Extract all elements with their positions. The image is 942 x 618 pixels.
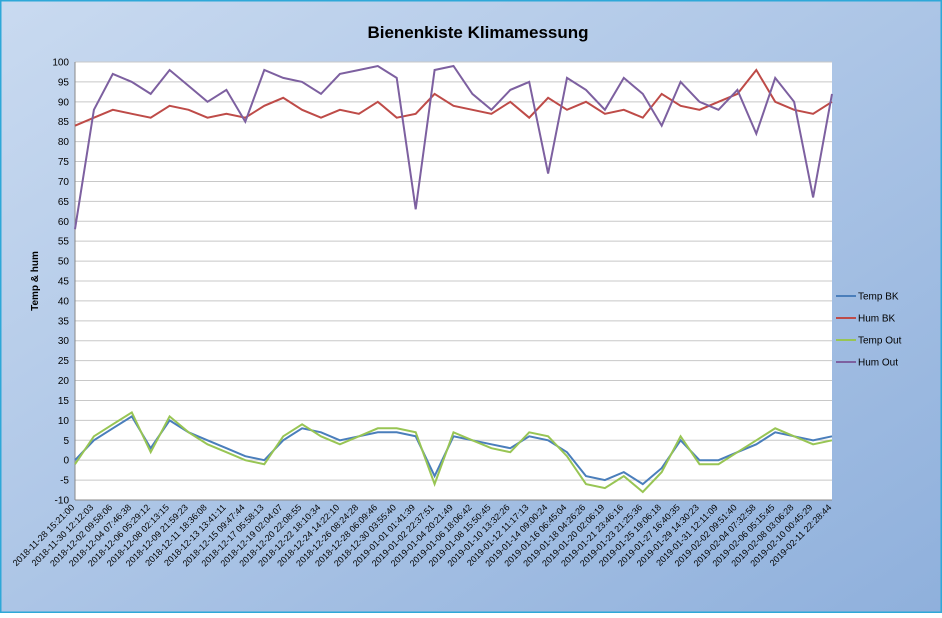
legend-label: Hum BK [858, 314, 896, 325]
y-tick-label: -5 [60, 476, 69, 487]
y-tick-label: 5 [63, 436, 69, 447]
y-tick-label: 15 [58, 396, 70, 407]
legend-label: Hum Out [858, 358, 898, 369]
legend-label: Temp BK [858, 292, 899, 303]
y-tick-label: 85 [58, 117, 70, 128]
y-tick-label: -10 [55, 496, 70, 507]
y-tick-label: 95 [58, 77, 70, 88]
y-tick-label: 70 [58, 177, 70, 188]
y-tick-label: 40 [58, 296, 70, 307]
y-tick-label: 50 [58, 257, 70, 268]
y-tick-label: 35 [58, 316, 70, 327]
y-tick-label: 65 [58, 197, 70, 208]
series-line [74, 68, 833, 127]
y-tick-label: 25 [58, 356, 70, 367]
y-tick-label: 45 [58, 277, 70, 288]
y-tick-label: 30 [58, 336, 70, 347]
series-line [74, 64, 833, 230]
y-axis-label: Temp & hum [30, 251, 41, 311]
y-tick-label: 20 [58, 376, 70, 387]
series-line [74, 415, 833, 486]
y-tick-label: 55 [58, 237, 70, 248]
y-tick-label: 10 [58, 416, 70, 427]
y-tick-label: 90 [58, 97, 70, 108]
legend-label: Temp Out [858, 336, 902, 347]
y-tick-label: 80 [58, 137, 70, 148]
y-tick-label: 100 [52, 58, 69, 69]
series-line [74, 410, 833, 494]
y-tick-label: 75 [58, 157, 70, 168]
y-tick-label: 0 [63, 456, 69, 467]
y-tick-label: 60 [58, 217, 70, 228]
chart-title: Bienenkiste Klimamessung [367, 23, 588, 42]
